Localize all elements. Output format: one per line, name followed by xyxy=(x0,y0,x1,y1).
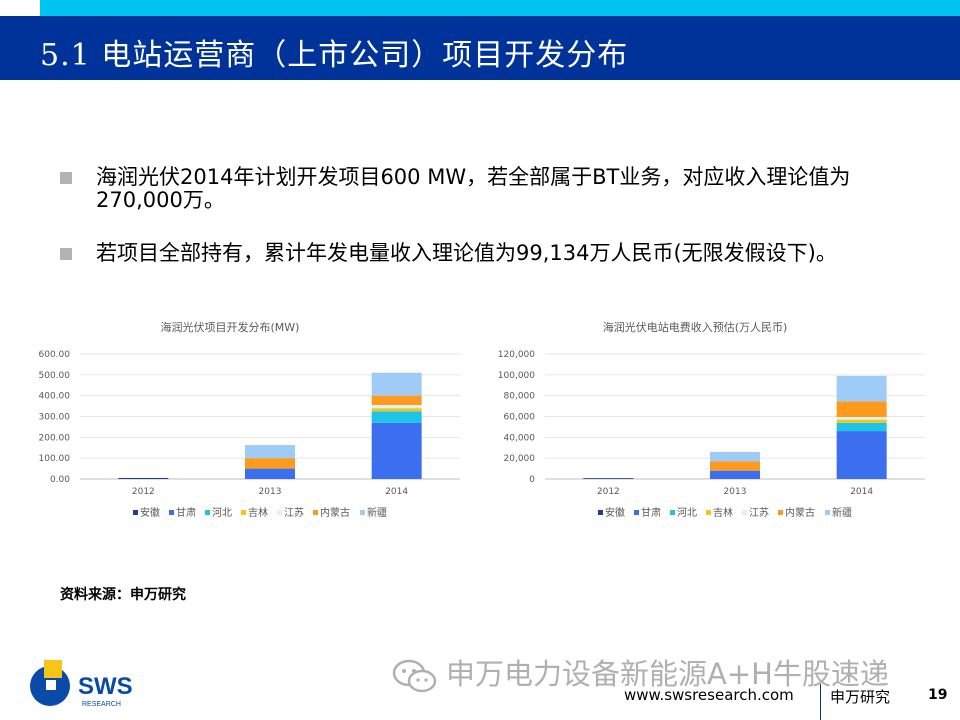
y-tick-label: 80,000 xyxy=(504,392,536,402)
legend-label: 新疆 xyxy=(832,506,852,519)
legend-swatch xyxy=(360,510,365,515)
watermark-text: 申万电力设备新能源A+H牛股速递 xyxy=(446,657,889,691)
top-accent-stripe xyxy=(40,0,960,16)
title-banner: 5.1 电站运营商（上市公司）项目开发分布 xyxy=(0,16,960,80)
legend-swatch xyxy=(778,510,783,515)
bar-segment xyxy=(710,461,760,471)
logo-text: SWS xyxy=(78,673,133,700)
legend-swatch xyxy=(670,510,675,515)
y-tick-label: 200.00 xyxy=(39,433,71,443)
watermark: 申万电力设备新能源A+H牛股速递 xyxy=(392,651,889,694)
footer-divider xyxy=(820,684,821,720)
legend-label: 内蒙古 xyxy=(320,506,350,519)
bar-segment xyxy=(371,411,422,423)
bullet-text: 若项目全部持有，累计年发电量收入理论值为99,134万人民币(无限发假设下)。 xyxy=(96,241,837,265)
y-tick-label: 20,000 xyxy=(504,454,536,464)
legend-swatch xyxy=(634,510,639,515)
x-tick-label: 2013 xyxy=(724,487,747,497)
x-tick-label: 2014 xyxy=(850,487,873,497)
y-tick-label: 400.00 xyxy=(39,392,71,402)
legend-label: 甘肃 xyxy=(176,506,196,519)
x-tick-label: 2014 xyxy=(385,487,408,497)
top-bar xyxy=(0,0,960,16)
bar-segment xyxy=(836,417,887,420)
y-tick-label: 100,000 xyxy=(498,371,535,381)
legend-swatch xyxy=(205,510,210,515)
x-tick-label: 2013 xyxy=(259,487,282,497)
legend-label: 新疆 xyxy=(367,506,387,519)
bullet-square-icon xyxy=(60,172,72,184)
slide-title: 5.1 电站运营商（上市公司）项目开发分布 xyxy=(40,38,629,73)
bar-segment xyxy=(836,422,887,432)
y-tick-label: 40,000 xyxy=(504,433,536,443)
bar-segment xyxy=(710,470,760,479)
bar-segment xyxy=(245,458,295,469)
y-tick-label: 500.00 xyxy=(39,371,71,381)
legend-label: 甘肃 xyxy=(641,506,661,519)
logo-subtext: RESEARCH xyxy=(82,701,121,708)
legend-label: 安徽 xyxy=(140,506,160,519)
legend-swatch xyxy=(169,510,174,515)
sws-logo: SWS RESEARCH xyxy=(30,660,133,708)
legend-swatch xyxy=(706,510,711,515)
bar-segment xyxy=(836,419,887,423)
chart-project-distribution: 海润光伏项目开发分布(MW) 0.00 100.00 200.00 300.00 400.… xyxy=(39,320,460,519)
bar-segment xyxy=(371,395,422,406)
legend-swatch xyxy=(241,510,246,515)
legend-swatch xyxy=(313,510,318,515)
x-tick-label: 2012 xyxy=(597,487,620,497)
legend-swatch xyxy=(742,510,747,515)
legend-label: 吉林 xyxy=(713,506,733,519)
legend-label: 内蒙古 xyxy=(785,506,815,519)
source-note: 资料来源：申万研究 xyxy=(60,587,186,603)
y-tick-label: 120,000 xyxy=(498,350,535,360)
legend-label: 吉林 xyxy=(248,506,268,519)
bullet-square-icon xyxy=(60,248,72,260)
legend-label: 河北 xyxy=(212,507,232,519)
bar-segment xyxy=(371,408,422,412)
bar-segment xyxy=(371,372,422,396)
footer-org: 申万研究 xyxy=(830,688,891,706)
bar-segment xyxy=(245,445,295,459)
bar-segment xyxy=(836,431,887,479)
legend-swatch xyxy=(133,510,138,515)
bar-segment xyxy=(836,375,887,402)
bar-segment xyxy=(710,451,760,462)
legend-swatch xyxy=(598,510,603,515)
legend-swatch xyxy=(277,510,282,515)
y-tick-label: 600.00 xyxy=(39,350,71,360)
legend-label: 河北 xyxy=(677,507,697,519)
legend-label: 安徽 xyxy=(605,506,625,519)
legend-label: 江苏 xyxy=(749,506,769,519)
footer-url[interactable]: www.swsresearch.com xyxy=(624,686,794,704)
x-tick-label: 2012 xyxy=(132,487,155,497)
legend-label: 江苏 xyxy=(284,506,304,519)
bar-segment xyxy=(245,468,295,479)
bar-segment xyxy=(836,401,887,418)
chart-revenue-estimate: 海润光伏电站电费收入预估(万人民币) 0 20,000 40,000 60,000 80,… xyxy=(498,320,925,519)
bullet-text: 海润光伏2014年计划开发项目600 MW，若全部属于BT业务，对应收入理论值为… xyxy=(96,165,851,212)
y-tick-label: 60,000 xyxy=(504,413,536,423)
page-number: 19 xyxy=(928,687,948,703)
y-tick-label: 100.00 xyxy=(39,454,71,464)
logo-square-icon xyxy=(44,660,62,678)
chart-title: 海润光伏电站电费收入预估(万人民币) xyxy=(603,320,788,334)
y-tick-label: 0 xyxy=(529,475,535,485)
y-tick-label: 0.00 xyxy=(50,475,70,485)
bar-segment xyxy=(371,422,422,479)
bar-segment xyxy=(583,478,634,479)
wechat-icon xyxy=(392,659,437,693)
bar-segment xyxy=(118,477,169,479)
chart-title: 海润光伏项目开发分布(MW) xyxy=(161,320,300,334)
y-tick-label: 300.00 xyxy=(39,413,71,423)
bar-segment xyxy=(371,405,422,409)
legend-swatch xyxy=(825,510,830,515)
